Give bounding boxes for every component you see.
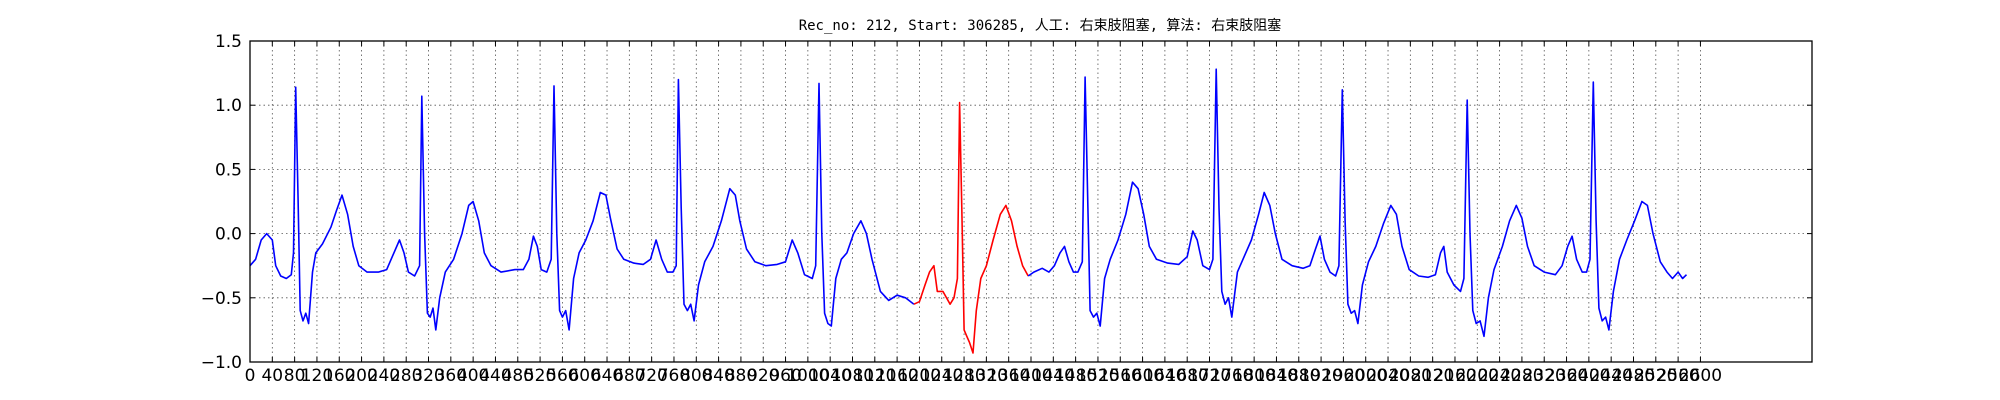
x-tick-label: 920 xyxy=(747,366,779,386)
x-tick-label: 1160 xyxy=(875,366,918,386)
x-tick-label: 1400 xyxy=(1009,366,1052,386)
x-tick-label: 280 xyxy=(390,366,422,386)
y-tick-label: −0.5 xyxy=(201,289,242,309)
x-tick-label: 320 xyxy=(412,366,444,386)
y-tick-label: 0.0 xyxy=(215,225,242,245)
y-tick-label: 1.5 xyxy=(215,32,242,52)
x-tick-label: 2480 xyxy=(1612,366,1655,386)
x-tick-label: 2560 xyxy=(1656,366,1699,386)
x-tick-label: 1480 xyxy=(1054,366,1097,386)
x-tick-label: 760 xyxy=(658,366,690,386)
x-tick-label: 1200 xyxy=(898,366,941,386)
x-tick-label: 2320 xyxy=(1523,366,1566,386)
chart-title: Rec_no: 212, Start: 306285, 人工: 右束肢阻塞, 算… xyxy=(799,17,1282,34)
y-tick-label: −1.0 xyxy=(201,353,242,373)
x-tick-label: 1800 xyxy=(1233,366,1276,386)
x-tick-label: 1080 xyxy=(831,366,874,386)
x-tick-label: 1880 xyxy=(1277,366,1320,386)
x-tick-label: 2000 xyxy=(1344,366,1387,386)
x-tick-label: 1920 xyxy=(1299,366,1342,386)
x-tick-label: 1040 xyxy=(809,366,852,386)
x-tick-label: 2080 xyxy=(1389,366,1432,386)
x-tick-label: 1760 xyxy=(1210,366,1253,386)
x-tick-label: 200 xyxy=(345,366,377,386)
x-tick-label: 680 xyxy=(613,366,645,386)
x-tick-label: 400 xyxy=(457,366,489,386)
x-tick-label: 2160 xyxy=(1433,366,1476,386)
ecg-series-line-1 xyxy=(913,101,1029,354)
x-tick-label: 2120 xyxy=(1411,366,1454,386)
x-tick-label: 1520 xyxy=(1076,366,1119,386)
x-tick-label: 2040 xyxy=(1366,366,1409,386)
x-tick-label: 1560 xyxy=(1099,366,1142,386)
y-axis-ticks: 1.5 1.0 0.5 0.0 −0.5 −1.0 xyxy=(201,32,1812,373)
series-lines xyxy=(249,68,1688,354)
x-tick-label: 560 xyxy=(546,366,578,386)
x-tick-label: 2440 xyxy=(1590,366,1633,386)
x-tick-label: 2240 xyxy=(1478,366,1521,386)
x-tick-label: 2280 xyxy=(1500,366,1543,386)
x-tick-label: 1680 xyxy=(1166,366,1209,386)
x-tick-label: 1360 xyxy=(987,366,1030,386)
x-tick-label: 1960 xyxy=(1322,366,1365,386)
x-tick-label: 2360 xyxy=(1545,366,1588,386)
x-tick-label: 960 xyxy=(769,366,801,386)
x-tick-label: 1280 xyxy=(942,366,985,386)
x-tick-label: 600 xyxy=(568,366,600,386)
x-tick-label: 40 xyxy=(261,366,283,386)
x-tick-label: 80 xyxy=(284,366,306,386)
x-tick-label: 480 xyxy=(502,366,534,386)
grid-lines xyxy=(249,40,1812,363)
x-tick-label: 1120 xyxy=(853,366,896,386)
x-tick-label: 1840 xyxy=(1255,366,1298,386)
x-tick-label: 1600 xyxy=(1121,366,1164,386)
ecg-series-line-2 xyxy=(1027,68,1688,338)
x-tick-label: 2200 xyxy=(1456,366,1499,386)
x-tick-label: 1640 xyxy=(1143,366,1186,386)
plot-frame xyxy=(249,40,1813,363)
x-tick-label: 240 xyxy=(368,366,400,386)
x-tick-label: 640 xyxy=(591,366,623,386)
x-tick-label: 800 xyxy=(680,366,712,386)
x-tick-label: 160 xyxy=(323,366,355,386)
x-tick-label: 2400 xyxy=(1567,366,1610,386)
x-tick-label: 880 xyxy=(725,366,757,386)
x-tick-label: 120 xyxy=(301,366,333,386)
x-tick-label: 440 xyxy=(479,366,511,386)
x-axis-ticks: 0 40 8012016020024028032036040044048052056… xyxy=(245,41,1722,386)
x-tick-label: 1320 xyxy=(965,366,1008,386)
y-tick-label: 1.0 xyxy=(215,96,242,116)
y-tick-label: 0.5 xyxy=(215,160,242,180)
x-tick-label: 840 xyxy=(702,366,734,386)
x-tick-label: 520 xyxy=(524,366,556,386)
x-tick-label: 1240 xyxy=(920,366,963,386)
x-tick-label: 360 xyxy=(435,366,467,386)
x-tick-label: 0 xyxy=(245,366,256,386)
ecg-series-line-0 xyxy=(249,78,915,331)
x-tick-label: 720 xyxy=(635,366,667,386)
x-tick-label: 2520 xyxy=(1634,366,1677,386)
x-tick-label: 1720 xyxy=(1188,366,1231,386)
x-tick-label: 2600 xyxy=(1679,366,1722,386)
x-tick-label: 1000 xyxy=(786,366,829,386)
x-tick-label: 1440 xyxy=(1032,366,1075,386)
